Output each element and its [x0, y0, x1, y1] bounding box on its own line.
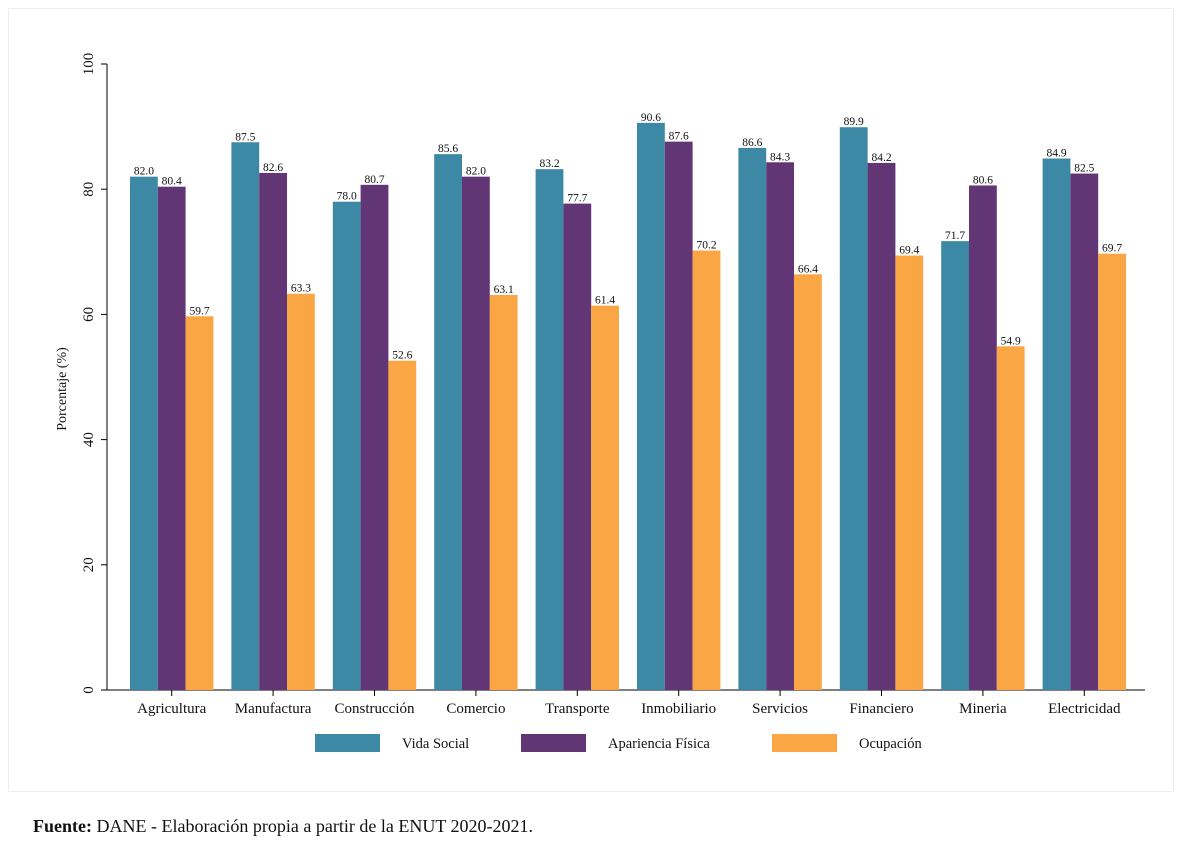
legend-swatch — [521, 734, 586, 752]
legend-swatch — [772, 734, 837, 752]
data-label: 61.4 — [595, 295, 615, 307]
bar — [637, 122, 665, 691]
data-label: 84.3 — [770, 151, 790, 163]
source-label: Fuente: — [33, 816, 92, 836]
source-text: DANE - Elaboración propia a partir de la… — [91, 816, 534, 836]
y-tick-label: 0 — [81, 686, 97, 694]
data-label: 69.4 — [899, 245, 919, 257]
data-label: 84.2 — [871, 152, 891, 164]
bar — [157, 186, 186, 691]
y-tick-label: 100 — [81, 53, 97, 76]
data-label: 87.5 — [235, 131, 255, 143]
bar — [941, 241, 969, 690]
bar — [1042, 158, 1071, 690]
bar — [388, 360, 417, 690]
bar — [462, 176, 490, 690]
data-label: 86.6 — [742, 137, 762, 149]
legend-label: Vida Social — [402, 736, 469, 752]
x-tick-label: Construcción — [335, 701, 415, 717]
data-label: 78.0 — [337, 191, 357, 203]
x-tick-label: Electricidad — [1048, 701, 1121, 717]
x-tick-label: Comercio — [446, 701, 505, 717]
bar — [1098, 253, 1126, 691]
legend-label: Ocupación — [859, 736, 923, 752]
data-label: 84.9 — [1046, 148, 1066, 160]
bar — [360, 184, 389, 690]
bar-chart: 0 20 40 60 80 100 Porcentaje (%) 82.0 80.4 59.7 Ag… — [55, 53, 1145, 752]
bar — [489, 294, 518, 690]
bar — [867, 162, 896, 690]
data-label: 52.6 — [392, 350, 412, 362]
data-label: 77.7 — [567, 193, 587, 205]
bar — [130, 176, 158, 690]
data-label: 90.6 — [641, 112, 661, 124]
data-label: 63.3 — [291, 283, 311, 295]
bar — [591, 305, 619, 690]
bar — [434, 154, 462, 691]
bar — [231, 142, 260, 690]
data-label: 83.2 — [539, 158, 559, 170]
y-tick-label: 60 — [81, 307, 97, 322]
data-label: 87.6 — [669, 131, 689, 143]
bar — [1070, 173, 1099, 691]
bar — [535, 169, 564, 691]
x-tick-label: Mineria — [959, 701, 1007, 717]
data-label: 80.4 — [162, 176, 182, 188]
data-label: 80.6 — [973, 174, 993, 186]
legend-swatch — [315, 734, 380, 752]
bar — [996, 346, 1025, 690]
bar — [969, 185, 997, 690]
data-label: 80.7 — [364, 174, 384, 186]
y-axis-title: Porcentaje (%) — [55, 347, 70, 431]
bar — [287, 293, 315, 690]
data-label: 82.5 — [1074, 163, 1094, 175]
bar — [895, 255, 924, 690]
y-tick-label: 80 — [81, 182, 97, 197]
bar — [839, 127, 868, 690]
legend-label: Apariencia Física — [608, 736, 710, 752]
data-label: 82.0 — [466, 166, 486, 178]
data-label: 85.6 — [438, 143, 458, 155]
bar — [692, 250, 721, 690]
bar — [664, 141, 693, 690]
source-note: Fuente: DANE - Elaboración propia a part… — [33, 816, 533, 837]
bar — [563, 203, 592, 690]
data-label: 66.4 — [798, 263, 818, 275]
data-label: 82.6 — [263, 162, 283, 174]
x-tick-label: Manufactura — [235, 701, 312, 717]
bar — [738, 147, 767, 690]
data-label: 89.9 — [844, 116, 864, 128]
x-tick-label: Agricultura — [137, 701, 206, 717]
chart-panel: 0 20 40 60 80 100 Porcentaje (%) 82.0 80.4 59.7 Ag… — [8, 8, 1174, 792]
bar — [794, 274, 822, 690]
data-label: 71.7 — [945, 230, 965, 242]
bar — [185, 316, 214, 690]
data-label: 54.9 — [1001, 335, 1021, 347]
data-label: 63.1 — [494, 284, 514, 296]
x-tick-label: Inmobiliario — [641, 701, 716, 717]
bar — [766, 162, 794, 691]
bar — [332, 201, 361, 690]
x-tick-label: Servicios — [752, 701, 808, 717]
data-label: 59.7 — [189, 305, 209, 317]
x-tick-label: Financiero — [849, 701, 913, 717]
data-label: 70.2 — [696, 240, 716, 252]
y-tick-label: 20 — [81, 557, 97, 572]
x-tick-label: Transporte — [545, 701, 610, 717]
data-label: 82.0 — [134, 166, 154, 178]
y-tick-label: 40 — [81, 432, 97, 447]
data-label: 69.7 — [1102, 243, 1122, 255]
bar — [259, 172, 287, 690]
